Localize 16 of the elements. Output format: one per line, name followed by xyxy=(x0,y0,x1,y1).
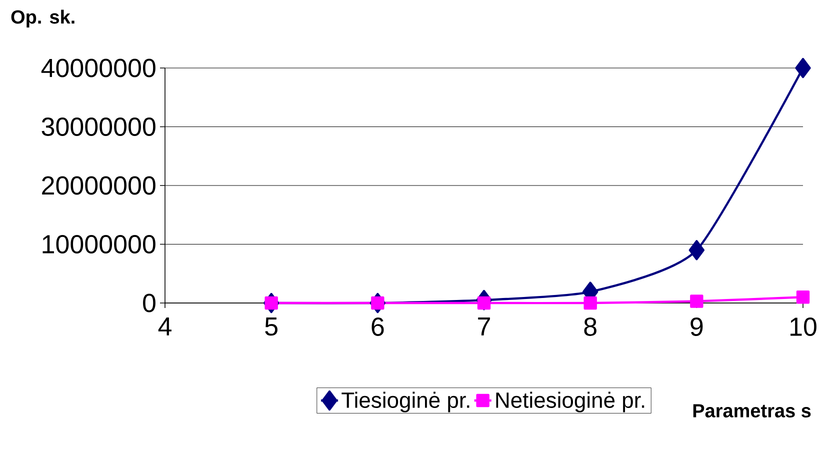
x-tick-label: 8 xyxy=(584,318,596,336)
y-axis-title: Op. sk. xyxy=(11,10,74,28)
x-tick-label: 9 xyxy=(690,318,703,336)
legend-label: Netiesioginė pr. xyxy=(496,392,644,412)
y-tick-label: 10000000 xyxy=(42,235,156,254)
x-tick-label: 4 xyxy=(158,318,172,336)
x-axis-title: Parametras s xyxy=(693,404,811,418)
y-tick-label: 0 xyxy=(143,294,156,312)
x-tick-label: 5 xyxy=(265,318,278,336)
y-tick-label: 40000000 xyxy=(41,58,156,78)
x-tick-label: 6 xyxy=(372,318,384,336)
y-tick-label: 30000000 xyxy=(42,118,156,136)
x-tick-label: 10 xyxy=(790,318,816,336)
x-tick-label: 7 xyxy=(478,318,490,336)
legend-label: Tiesioginė pr. xyxy=(342,392,470,412)
y-tick-label: 20000000 xyxy=(42,176,156,195)
